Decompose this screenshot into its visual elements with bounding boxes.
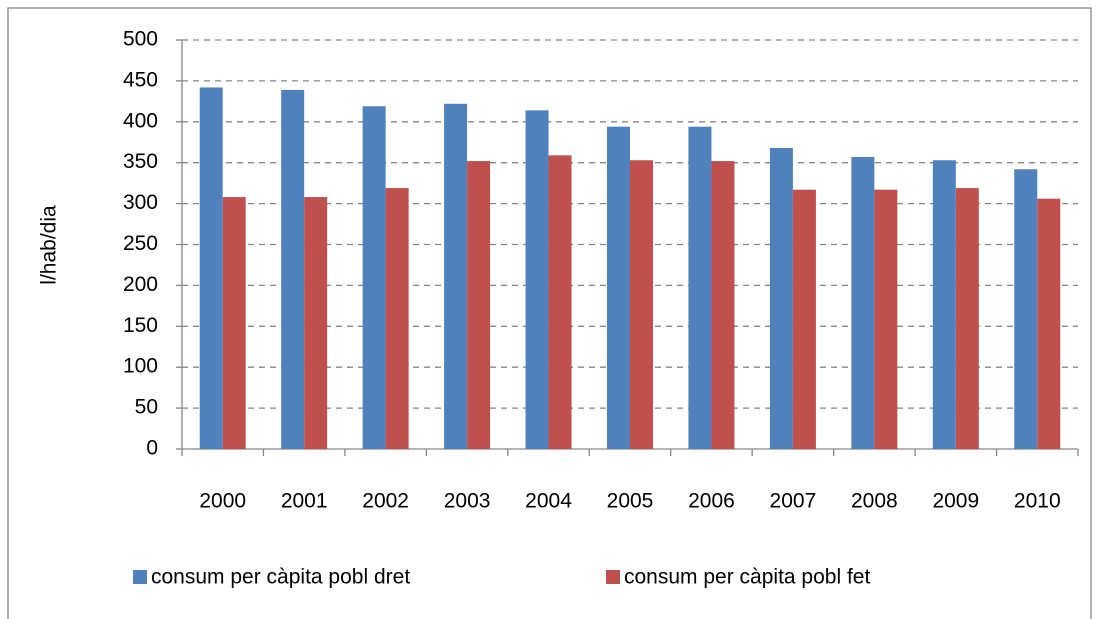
bar xyxy=(711,161,735,449)
x-tick-label: 2010 xyxy=(1014,490,1061,513)
bar xyxy=(630,160,653,449)
bar xyxy=(199,87,223,449)
y-tick-label: 300 xyxy=(123,191,158,214)
x-tick-label: 2009 xyxy=(932,490,979,513)
y-tick-label: 500 xyxy=(123,28,158,51)
bar xyxy=(385,188,409,450)
chart-frame xyxy=(7,7,1092,619)
x-tick-label: 2007 xyxy=(770,490,817,513)
y-tick-label: 100 xyxy=(123,355,158,378)
bar xyxy=(222,197,246,449)
bar xyxy=(851,156,875,449)
legend-label: consum per càpita pobl fet xyxy=(624,566,870,589)
x-tick-label: 2006 xyxy=(688,490,735,513)
x-tick-label: 2004 xyxy=(525,490,572,513)
y-tick-label: 150 xyxy=(123,314,158,337)
y-tick-label: 400 xyxy=(123,109,158,132)
bar xyxy=(467,161,491,449)
bar xyxy=(548,155,572,449)
bar xyxy=(607,126,630,449)
y-axis-label: l/hab/dia xyxy=(38,205,61,285)
x-tick-label: 2001 xyxy=(281,490,328,513)
bar xyxy=(932,160,956,449)
bar xyxy=(874,189,898,449)
y-tick-label: 50 xyxy=(135,396,158,419)
bar xyxy=(362,106,386,450)
bar xyxy=(304,197,328,449)
y-tick-label: 200 xyxy=(123,273,158,296)
x-tick-label: 2005 xyxy=(607,490,654,513)
bar xyxy=(1037,198,1061,449)
bar xyxy=(525,110,549,450)
y-tick-label: 250 xyxy=(123,232,158,255)
legend-swatch xyxy=(133,570,147,584)
legend-swatch xyxy=(606,570,620,584)
bar xyxy=(792,189,816,449)
x-tick-label: 2008 xyxy=(851,490,898,513)
bar xyxy=(1014,169,1038,449)
bar xyxy=(281,89,305,449)
y-tick-label: 350 xyxy=(123,150,158,173)
y-tick-label: 0 xyxy=(146,437,158,460)
bar xyxy=(688,126,712,449)
legend-label: consum per càpita pobl dret xyxy=(151,566,410,589)
bar xyxy=(955,188,979,450)
x-tick-label: 2002 xyxy=(362,490,409,513)
bar xyxy=(769,147,793,449)
y-tick-label: 450 xyxy=(123,68,158,91)
bar xyxy=(444,103,468,449)
x-tick-label: 2003 xyxy=(444,490,491,513)
x-tick-label: 2000 xyxy=(199,490,246,513)
